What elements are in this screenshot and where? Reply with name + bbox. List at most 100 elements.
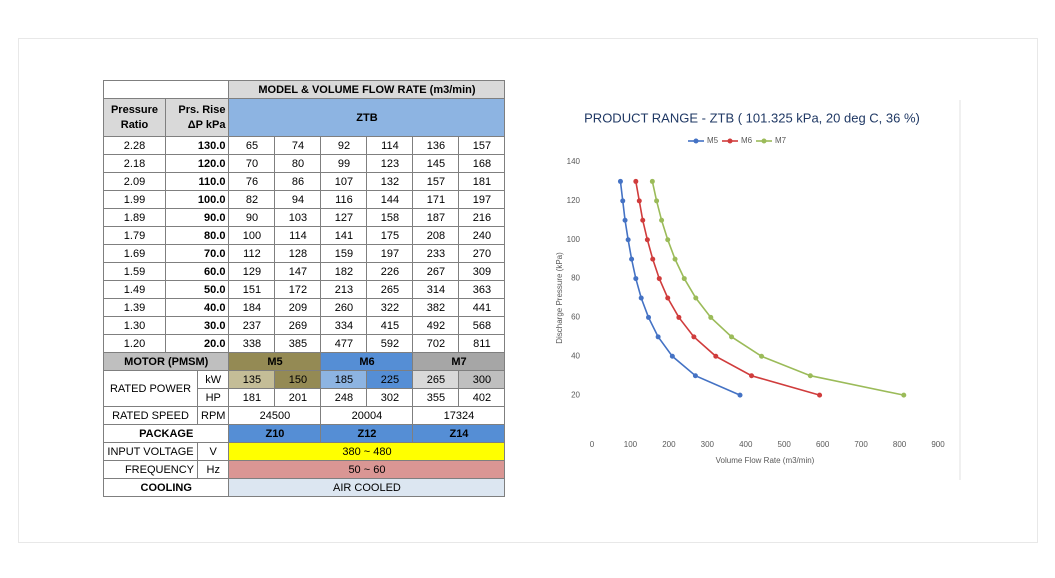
column-header: Pressure Ratio	[103, 98, 166, 137]
y-tick-label: 60	[571, 313, 580, 322]
table-row: 1.59 60.0 129 147 182 226 267 309	[103, 262, 506, 281]
data-point	[693, 295, 699, 301]
x-axis-title: Volume Flow Rate (m3/min)	[716, 456, 815, 465]
data-point	[691, 334, 697, 340]
x-tick-label: 200	[662, 440, 676, 449]
x-tick-label: 600	[816, 440, 830, 449]
flow-rate: 116	[320, 190, 368, 209]
table-row: MODEL & VOLUME FLOW RATE (m3/min)	[102, 80, 506, 99]
x-tick-label: 300	[701, 440, 715, 449]
data-point	[636, 198, 642, 204]
row-label: FREQUENCY	[103, 460, 198, 479]
table-row: PACKAGE Z10 Z12 Z14	[102, 424, 506, 443]
table-row: 2.18 120.0 70 80 99 123 145 168	[103, 154, 506, 173]
flow-rate: 136	[412, 136, 460, 155]
package: Z10	[228, 424, 322, 443]
table-row: 1.20 20.0 338 385 477 592 702 811	[103, 334, 506, 353]
chart-title: PRODUCT RANGE - ZTB ( 101.325 kPa, 20 de…	[584, 110, 920, 125]
data-point	[633, 178, 639, 184]
data-point	[633, 276, 639, 282]
flow-rate: 112	[228, 244, 276, 263]
flow-rate: 90	[228, 208, 276, 227]
pressure-rise: 80.0	[164, 226, 230, 245]
row-label: INPUT VOLTAGE	[103, 442, 198, 461]
data-point	[676, 314, 682, 320]
data-point	[644, 237, 650, 243]
data-point	[669, 353, 675, 359]
series-line	[619, 181, 741, 396]
power-kw: 185	[320, 370, 368, 389]
data-point	[708, 314, 714, 320]
table-row: 1.49 50.0 151 172 213 265 314 363	[103, 280, 506, 299]
table-row: HP 181 201 248 302 355 402	[104, 388, 506, 407]
legend-label: M5	[707, 136, 719, 145]
table-row: MOTOR (PMSM) M5 M6 M7	[102, 352, 506, 371]
data-point	[655, 334, 661, 340]
table-row: 1.89 90.0 90 103 127 158 187 216	[103, 208, 506, 227]
data-point	[665, 237, 671, 243]
flow-rate: 237	[228, 316, 276, 335]
flow-rate: 265	[366, 280, 414, 299]
data-point	[681, 276, 687, 282]
table-row: 1.79 80.0 100 114 141 175 208 240	[103, 226, 506, 245]
unit: HP	[196, 388, 230, 407]
x-tick-label: 500	[778, 440, 792, 449]
flow-rate: 592	[366, 334, 414, 353]
data-point	[737, 392, 743, 398]
data-point	[617, 178, 623, 184]
row-label: RATED SPEED	[103, 406, 198, 425]
data-point	[749, 373, 755, 379]
column-header: ZTB	[228, 98, 506, 137]
rated-speed: 20004	[320, 406, 414, 425]
data-point	[650, 256, 656, 262]
flow-rate: 216	[458, 208, 506, 227]
pressure-ratio: 2.09	[103, 172, 166, 191]
flow-rate: 363	[458, 280, 506, 299]
data-point	[901, 392, 907, 398]
data-point	[817, 392, 823, 398]
input-voltage: 380 ~ 480	[228, 442, 506, 461]
pressure-ratio: 1.49	[103, 280, 166, 299]
pressure-rise: 30.0	[164, 316, 230, 335]
y-tick-label: 80	[571, 274, 580, 283]
legend-marker	[693, 138, 699, 144]
legend-marker	[727, 138, 733, 144]
cooling: AIR COOLED	[228, 478, 506, 497]
flow-rate: 157	[412, 172, 460, 191]
package: Z14	[412, 424, 506, 443]
x-tick-label: 700	[854, 440, 868, 449]
row-label: MOTOR (PMSM)	[102, 352, 230, 371]
data-point	[807, 373, 813, 379]
y-tick-label: 100	[567, 235, 581, 244]
data-point	[759, 353, 765, 359]
x-tick-label: 100	[624, 440, 638, 449]
card	[18, 38, 1038, 543]
flow-rate: 74	[274, 136, 322, 155]
table-row: INPUT VOLTAGE V 380 ~ 480	[103, 442, 506, 461]
model-header: M6	[320, 352, 414, 371]
row-label: RATED POWER	[103, 370, 198, 407]
unit: Hz	[196, 460, 230, 479]
unit: RPM	[196, 406, 230, 425]
flow-rate: 441	[458, 298, 506, 317]
legend-label: M6	[741, 136, 753, 145]
table-row: COOLING AIR COOLED	[102, 478, 506, 497]
flow-rate: 65	[228, 136, 276, 155]
table-row: 1.99 100.0 82 94 116 144 171 197	[103, 190, 506, 209]
data-point	[640, 217, 646, 223]
legend-label: M7	[775, 136, 787, 145]
series-line	[651, 181, 904, 396]
data-point	[638, 295, 644, 301]
spec-table: MODEL & VOLUME FLOW RATE (m3/min) Pressur…	[102, 80, 506, 497]
x-tick-label: 400	[739, 440, 753, 449]
pressure-rise: 40.0	[164, 298, 230, 317]
flow-rate: 382	[412, 298, 460, 317]
y-tick-label: 20	[571, 390, 580, 399]
model-header: M7	[412, 352, 506, 371]
flow-rate: 144	[366, 190, 414, 209]
power-kw: 265	[412, 370, 460, 389]
flow-rate: 233	[412, 244, 460, 263]
data-point	[665, 295, 671, 301]
data-point	[672, 256, 678, 262]
